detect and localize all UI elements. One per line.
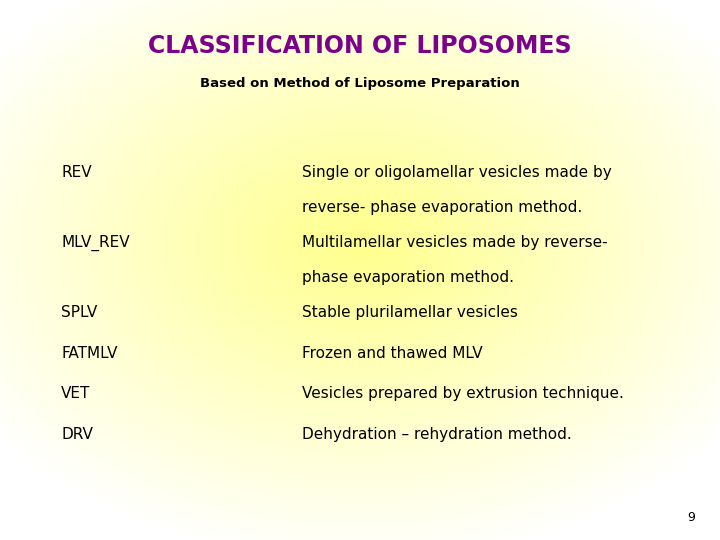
Text: REV: REV <box>61 165 92 180</box>
Text: VET: VET <box>61 386 91 401</box>
Text: Stable plurilamellar vesicles: Stable plurilamellar vesicles <box>302 305 518 320</box>
Text: DRV: DRV <box>61 427 93 442</box>
Text: Single or oligolamellar vesicles made by: Single or oligolamellar vesicles made by <box>302 165 612 180</box>
Text: MLV_REV: MLV_REV <box>61 235 130 251</box>
Text: phase evaporation method.: phase evaporation method. <box>302 270 514 285</box>
Text: Frozen and thawed MLV: Frozen and thawed MLV <box>302 346 483 361</box>
Text: 9: 9 <box>687 511 695 524</box>
Text: Based on Method of Liposome Preparation: Based on Method of Liposome Preparation <box>200 77 520 90</box>
Text: SPLV: SPLV <box>61 305 97 320</box>
Text: reverse- phase evaporation method.: reverse- phase evaporation method. <box>302 200 582 215</box>
Text: Vesicles prepared by extrusion technique.: Vesicles prepared by extrusion technique… <box>302 386 624 401</box>
Text: FATMLV: FATMLV <box>61 346 117 361</box>
Text: Multilamellar vesicles made by reverse-: Multilamellar vesicles made by reverse- <box>302 235 608 250</box>
Text: Dehydration – rehydration method.: Dehydration – rehydration method. <box>302 427 572 442</box>
Text: CLASSIFICATION OF LIPOSOMES: CLASSIFICATION OF LIPOSOMES <box>148 34 572 58</box>
